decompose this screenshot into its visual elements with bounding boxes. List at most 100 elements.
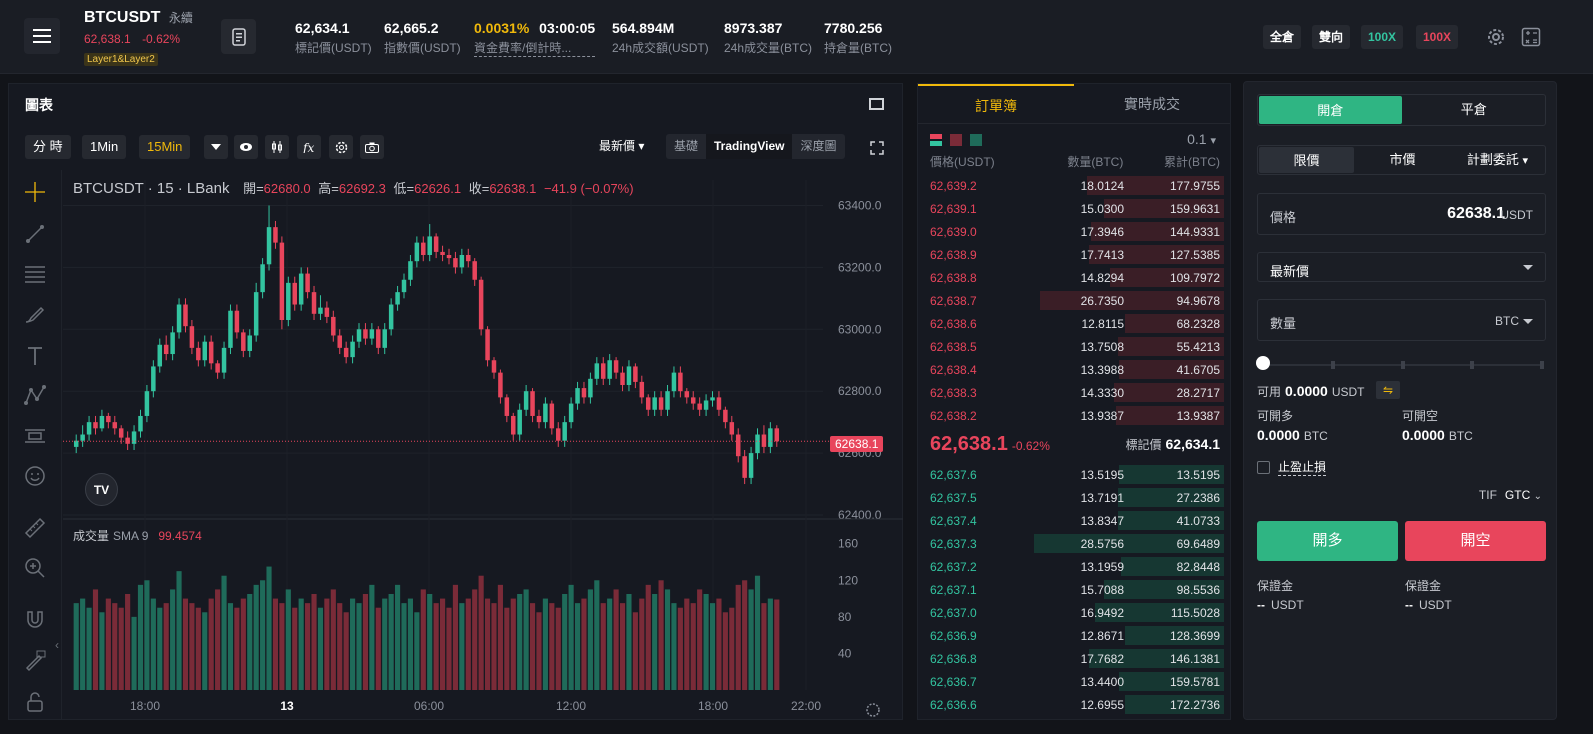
candle-body — [723, 409, 728, 423]
interval-1min-button[interactable]: 1Min — [82, 135, 127, 159]
margin-short: 保證金 -- USDT — [1405, 579, 1452, 612]
bid-row[interactable]: 62,636.6 12.6955 172.2736 — [918, 694, 1230, 715]
bid-row[interactable]: 62,636.8 17.7682 146.1381 — [918, 648, 1230, 669]
indicator-toggle[interactable] — [234, 135, 258, 159]
tab-tradingview[interactable]: TradingView — [706, 134, 793, 159]
book-both-icon[interactable] — [930, 134, 942, 146]
tab-limit[interactable]: 限價 — [1259, 147, 1354, 173]
tp-sl-checkbox[interactable]: 止盈止損 — [1257, 458, 1327, 476]
compare-button[interactable] — [265, 135, 289, 159]
indicators-button[interactable]: fx — [297, 135, 321, 159]
trend-line-icon[interactable] — [23, 222, 47, 246]
ask-row[interactable]: 62,638.9 17.7413 127.5385 — [918, 244, 1230, 265]
candle-body — [234, 310, 240, 333]
ask-row[interactable]: 62,638.4 13.3988 41.6705 — [918, 359, 1230, 380]
bid-row[interactable]: 62,637.3 28.5756 69.6489 — [918, 533, 1230, 554]
long-leverage-button[interactable]: 100X — [1361, 25, 1404, 49]
book-bids-icon[interactable] — [970, 134, 982, 146]
ask-row[interactable]: 62,639.1 15.0300 159.9631 — [918, 198, 1230, 219]
short-leverage-button[interactable]: 100X — [1416, 25, 1459, 49]
candle-body — [517, 409, 522, 435]
tab-close[interactable]: 平倉 — [1460, 102, 1487, 117]
mid-price: 62,638.1 — [930, 433, 1008, 455]
text-tool-icon[interactable] — [23, 344, 47, 368]
bid-row[interactable]: 62,637.6 13.5195 13.5195 — [918, 464, 1230, 485]
volume-bar — [163, 603, 169, 690]
bid-row[interactable]: 62,637.1 15.7088 98.5536 — [918, 579, 1230, 600]
sector-tag[interactable]: Layer1&Layer2 — [84, 53, 158, 66]
tab-basic[interactable]: 基礎 — [674, 139, 699, 153]
crosshair-icon[interactable] — [23, 180, 47, 204]
range-icon[interactable] — [23, 424, 47, 448]
magnet-icon[interactable] — [23, 608, 47, 632]
screenshot-button[interactable] — [360, 135, 384, 159]
ask-row[interactable]: 62,638.6 12.8115 68.2328 — [918, 313, 1230, 334]
collapse-toolbar-icon[interactable]: ‹ — [55, 638, 59, 652]
tab-open[interactable]: 開倉 — [1259, 96, 1402, 124]
ruler-icon[interactable] — [23, 516, 47, 540]
cross-margin-button[interactable]: 全倉 — [1263, 25, 1302, 49]
quantity-slider[interactable] — [1262, 361, 1544, 369]
book-asks-icon[interactable] — [950, 134, 962, 146]
candlestick-chart[interactable]: 63400.063200.063000.062800.062600.062400… — [63, 170, 903, 720]
gear-icon[interactable] — [1486, 27, 1506, 47]
ask-row[interactable]: 62,638.3 14.3330 28.2717 — [918, 382, 1230, 403]
contract-info-button[interactable] — [221, 19, 256, 54]
volume-tick-label: 120 — [838, 573, 858, 587]
last-price-tag: 62638.1 — [830, 436, 884, 452]
fullscreen-icon[interactable] — [870, 141, 884, 155]
calculator-icon[interactable] — [1521, 27, 1541, 47]
quantity-input[interactable]: 數量 BTC — [1257, 299, 1546, 341]
smiley-icon[interactable] — [23, 464, 47, 488]
tab-market[interactable]: 市價 — [1389, 152, 1416, 167]
ask-row[interactable]: 62,639.0 17.3946 144.9331 — [918, 221, 1230, 242]
bid-row[interactable]: 62,637.0 16.9492 115.5028 — [918, 602, 1230, 623]
price-type-select[interactable]: 最新價 ▾ — [599, 139, 645, 153]
bid-row[interactable]: 62,637.2 13.1959 82.8448 — [918, 556, 1230, 577]
stat-funding-rate[interactable]: 0.0031% 03:00:05 資金費率/倒計時... — [474, 20, 596, 57]
ask-row[interactable]: 62,639.2 18.0124 177.9755 — [918, 175, 1230, 196]
bid-row[interactable]: 62,636.9 12.8671 128.3699 — [918, 625, 1230, 646]
tab-order-book[interactable]: 訂單簿 — [918, 84, 1074, 123]
precision-select[interactable]: 0.1 ▾ — [1187, 131, 1216, 147]
stat-open-interest: 7780.256 持倉量(BTC) — [824, 20, 892, 55]
tab-recent-trades[interactable]: 實時成交 — [1124, 96, 1180, 112]
lock-drawing-icon[interactable] — [23, 648, 47, 672]
price-type-dropdown[interactable]: 最新價 — [1257, 252, 1546, 282]
brush-icon[interactable] — [23, 302, 47, 326]
interval-15min-button[interactable]: 15Min — [139, 135, 191, 159]
timeshare-button[interactable]: 分 時 — [25, 135, 71, 159]
open-long-button[interactable]: 開多 — [1257, 521, 1398, 561]
bid-row[interactable]: 62,637.5 13.7191 27.2386 — [918, 487, 1230, 508]
bid-row[interactable]: 62,636.7 13.4400 159.5781 — [918, 671, 1230, 692]
fib-lines-icon[interactable] — [23, 262, 47, 286]
maximize-icon[interactable] — [869, 98, 884, 110]
interval-dropdown[interactable] — [204, 135, 228, 159]
depth-bar — [1087, 176, 1224, 195]
slider-knob[interactable] — [1256, 356, 1270, 370]
tab-plan[interactable]: 計劃委託 ▾ — [1466, 152, 1529, 167]
ask-row[interactable]: 62,638.8 14.8294 109.7972 — [918, 267, 1230, 288]
transfer-icon[interactable]: ⇋ — [1376, 381, 1400, 399]
ask-row[interactable]: 62,638.7 26.7350 94.9678 — [918, 290, 1230, 311]
open-short-button[interactable]: 開空 — [1405, 521, 1546, 561]
tif-select[interactable]: TIF GTC ⌄ — [1478, 488, 1542, 502]
tradingview-logo[interactable]: TV — [85, 473, 118, 506]
chart-settings-button[interactable] — [329, 135, 353, 159]
price-input[interactable]: 價格 62638.1 USDT — [1257, 193, 1546, 235]
menu-button[interactable] — [24, 18, 60, 54]
row-quantity: 15.7088 — [1080, 583, 1124, 597]
bid-row[interactable]: 62,637.4 13.8347 41.0733 — [918, 510, 1230, 531]
price-chart[interactable]: 63400.0 63200.0 63000.0 62800.0 62600.0 62400… — [63, 170, 903, 720]
tab-depth[interactable]: 深度圖 — [800, 139, 837, 153]
ask-row[interactable]: 62,638.2 13.9387 13.9387 — [918, 405, 1230, 426]
candle-body — [266, 227, 272, 265]
volume-bar — [369, 584, 375, 690]
position-mode-button[interactable]: 雙向 — [1312, 25, 1351, 49]
zoom-in-icon[interactable] — [23, 556, 47, 580]
symbol-info[interactable]: BTCUSDT 永續 62,638.1 -0.62% — [84, 9, 193, 46]
ask-row[interactable]: 62,638.5 13.7508 55.4213 — [918, 336, 1230, 357]
lock-icon[interactable] — [23, 690, 47, 714]
pattern-icon[interactable] — [23, 384, 47, 408]
checkbox-icon[interactable] — [1257, 460, 1270, 474]
